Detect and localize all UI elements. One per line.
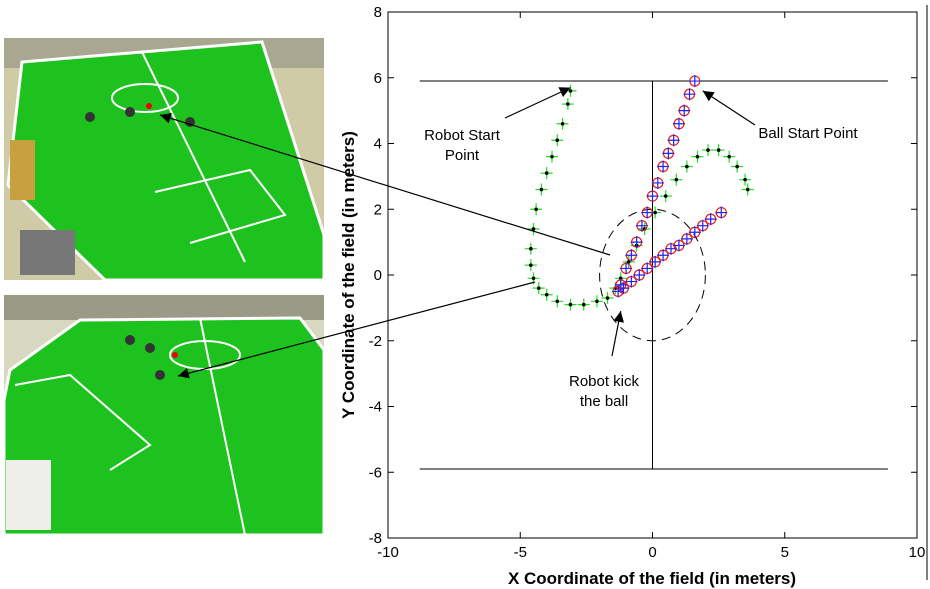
- marker-dot: [653, 211, 657, 215]
- annotation-text: the ball: [580, 393, 628, 410]
- y-tick-label: 6: [374, 70, 382, 87]
- marker-dot: [529, 263, 533, 267]
- marker-dot: [735, 165, 739, 169]
- marker-dot: [727, 155, 731, 159]
- marker-dot: [743, 178, 747, 182]
- marker-dot: [537, 286, 541, 290]
- marker-dot: [696, 155, 700, 159]
- figure: -10-50510-8-6-4-202468Robot StartPointBa…: [0, 0, 930, 589]
- x-tick-label: 0: [648, 544, 656, 561]
- marker-dot: [540, 188, 544, 192]
- marker-dot: [606, 296, 610, 300]
- marker-dot: [569, 303, 573, 307]
- marker-dot: [664, 194, 668, 198]
- y-axis-label: Y Coordinate of the field (in meters): [339, 131, 358, 419]
- y-tick-label: -4: [369, 399, 382, 416]
- marker-dot: [569, 89, 573, 93]
- marker-dot: [566, 102, 570, 106]
- annotation-text: Point: [445, 147, 480, 164]
- annotation-text: Robot kick: [569, 373, 640, 390]
- y-tick-label: -2: [369, 333, 382, 350]
- marker-dot: [534, 207, 538, 211]
- x-axis-label: X Coordinate of the field (in meters): [508, 569, 796, 588]
- marker-dot: [706, 148, 710, 152]
- marker-dot: [550, 155, 554, 159]
- marker-dot: [529, 247, 533, 251]
- y-tick-label: -8: [369, 530, 382, 547]
- annotation-text: Ball Start Point: [758, 125, 858, 142]
- photo-bottom: [4, 295, 324, 535]
- y-tick-label: 0: [374, 267, 382, 284]
- marker-dot: [717, 148, 721, 152]
- photo-top: [4, 38, 324, 280]
- annotation-text: Robot Start: [424, 127, 501, 144]
- x-tick-label: -5: [514, 544, 527, 561]
- y-tick-label: 8: [374, 4, 382, 21]
- y-tick-label: 2: [374, 201, 382, 218]
- marker-dot: [685, 165, 689, 169]
- marker-dot: [675, 178, 679, 182]
- marker-dot: [555, 300, 559, 304]
- x-tick-label: 5: [781, 544, 789, 561]
- y-tick-label: 4: [374, 136, 382, 153]
- marker-dot: [545, 293, 549, 297]
- marker-dot: [746, 188, 750, 192]
- y-tick-label: -6: [369, 464, 382, 481]
- marker-dot: [561, 122, 565, 126]
- marker-dot: [555, 138, 559, 142]
- marker-dot: [532, 276, 536, 280]
- marker-dot: [545, 171, 549, 175]
- x-tick-label: 10: [909, 544, 926, 561]
- marker-dot: [595, 300, 599, 304]
- marker-dot: [582, 303, 586, 307]
